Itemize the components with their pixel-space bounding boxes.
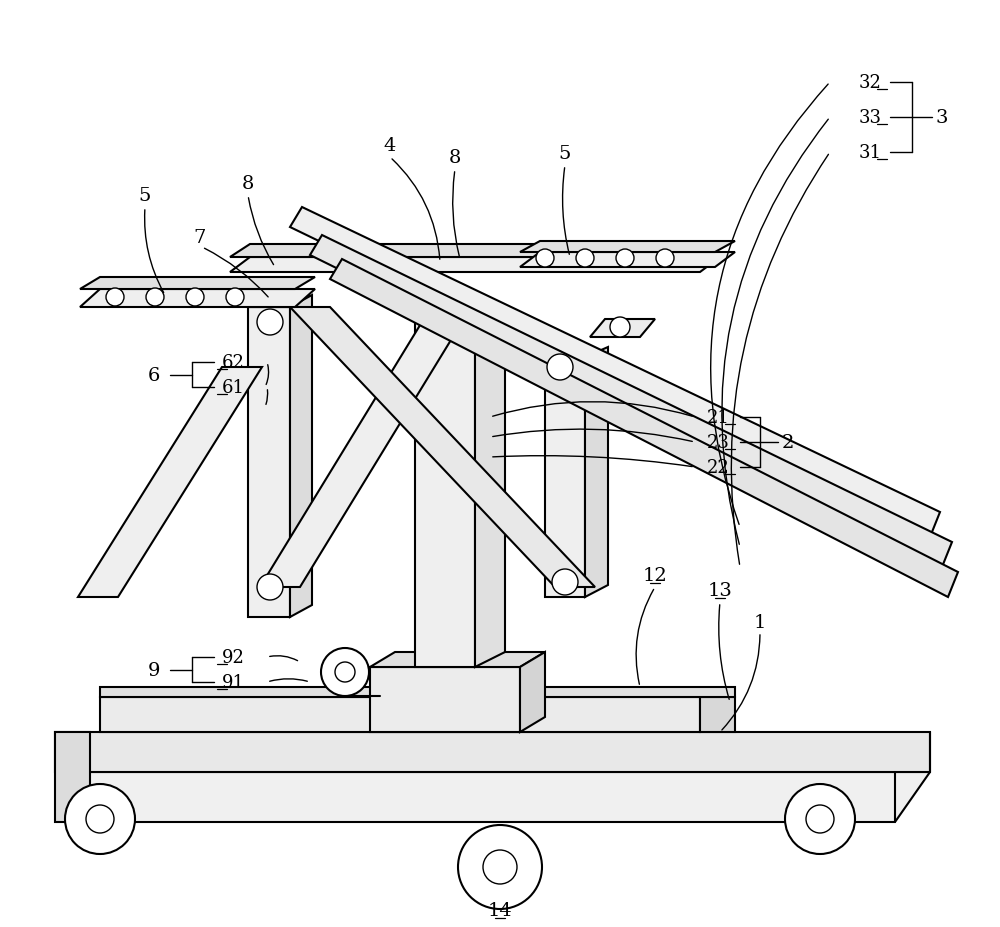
- Circle shape: [257, 575, 283, 601]
- Circle shape: [547, 355, 573, 381]
- Polygon shape: [590, 320, 655, 337]
- Polygon shape: [230, 245, 720, 258]
- Text: 3: 3: [936, 108, 948, 127]
- Polygon shape: [310, 235, 952, 567]
- Polygon shape: [475, 308, 505, 667]
- Text: 5: 5: [559, 145, 571, 163]
- Polygon shape: [290, 208, 940, 538]
- Circle shape: [483, 850, 517, 884]
- Text: 7: 7: [194, 229, 206, 247]
- Polygon shape: [415, 318, 475, 667]
- Text: 33: 33: [859, 108, 882, 127]
- Text: 62: 62: [222, 353, 245, 372]
- Text: 22: 22: [707, 459, 730, 476]
- Circle shape: [146, 288, 164, 307]
- Circle shape: [806, 806, 834, 833]
- Circle shape: [226, 288, 244, 307]
- Polygon shape: [520, 242, 735, 253]
- Circle shape: [106, 288, 124, 307]
- Text: 21: 21: [707, 409, 730, 426]
- Polygon shape: [370, 653, 545, 667]
- Text: 1: 1: [754, 614, 766, 631]
- Polygon shape: [520, 653, 545, 732]
- Circle shape: [785, 784, 855, 854]
- Polygon shape: [78, 368, 262, 597]
- Circle shape: [65, 784, 135, 854]
- Text: 61: 61: [222, 378, 245, 397]
- Text: 9: 9: [148, 661, 160, 679]
- Circle shape: [610, 318, 630, 337]
- Polygon shape: [55, 772, 930, 822]
- Polygon shape: [100, 687, 735, 697]
- Polygon shape: [370, 667, 520, 732]
- Text: 13: 13: [708, 581, 732, 600]
- Polygon shape: [260, 318, 465, 588]
- Polygon shape: [55, 732, 90, 822]
- Polygon shape: [230, 258, 720, 273]
- Circle shape: [536, 249, 554, 268]
- Polygon shape: [545, 358, 585, 597]
- Polygon shape: [700, 697, 735, 732]
- Circle shape: [321, 648, 369, 696]
- Circle shape: [186, 288, 204, 307]
- Text: 23: 23: [707, 434, 730, 451]
- Circle shape: [458, 825, 542, 909]
- Text: 32: 32: [859, 74, 882, 92]
- Polygon shape: [290, 308, 595, 588]
- Polygon shape: [415, 308, 505, 318]
- Polygon shape: [290, 296, 312, 617]
- Text: 91: 91: [222, 673, 245, 692]
- Text: 12: 12: [643, 566, 667, 584]
- Polygon shape: [80, 278, 315, 289]
- Polygon shape: [520, 253, 735, 268]
- Circle shape: [335, 662, 355, 682]
- Circle shape: [576, 249, 594, 268]
- Circle shape: [656, 249, 674, 268]
- Text: 31: 31: [859, 144, 882, 162]
- Polygon shape: [100, 697, 700, 732]
- Polygon shape: [330, 260, 958, 597]
- Text: 6: 6: [148, 366, 160, 385]
- Text: 14: 14: [488, 901, 512, 919]
- Text: 92: 92: [222, 648, 245, 667]
- Circle shape: [616, 249, 634, 268]
- Circle shape: [257, 310, 283, 336]
- Polygon shape: [248, 308, 290, 617]
- Text: 8: 8: [242, 175, 254, 193]
- Text: 2: 2: [782, 434, 794, 451]
- Polygon shape: [80, 289, 315, 308]
- Text: 5: 5: [139, 187, 151, 205]
- Polygon shape: [248, 296, 310, 308]
- Text: 4: 4: [384, 137, 396, 155]
- Polygon shape: [585, 348, 608, 597]
- Polygon shape: [55, 732, 930, 772]
- Text: 8: 8: [449, 149, 461, 167]
- Circle shape: [552, 569, 578, 595]
- Circle shape: [86, 806, 114, 833]
